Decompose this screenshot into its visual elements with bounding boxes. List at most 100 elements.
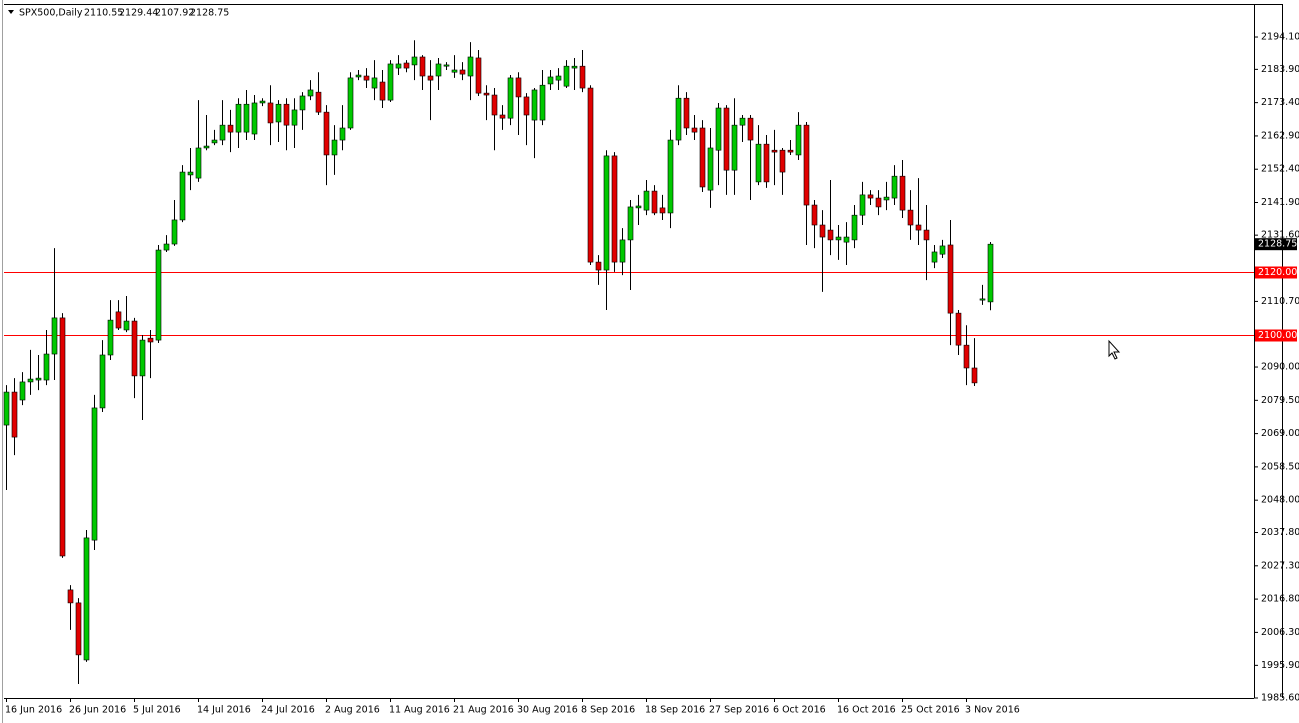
candle-body [795, 124, 802, 156]
x-tick-label: 5 Jul 2016 [133, 705, 181, 716]
candle-body [235, 103, 242, 133]
candle-body [67, 589, 74, 604]
candle-body [131, 320, 138, 377]
candle-body [91, 407, 98, 541]
candle-body [875, 197, 882, 208]
y-tick-label: 2162.90 [1261, 130, 1299, 141]
x-tick-label: 8 Sep 2016 [581, 705, 635, 716]
candle-body [83, 537, 90, 661]
candle-body [211, 139, 218, 144]
hline-price-label: 2120.00 [1258, 267, 1297, 278]
candle-body [635, 205, 642, 209]
candle-body [27, 378, 34, 383]
candle-body [147, 337, 154, 343]
candle-body [43, 353, 50, 381]
candle-body [195, 147, 202, 179]
candle-body [771, 149, 778, 153]
y-tick-label: 2006.30 [1261, 627, 1299, 638]
candle-body [155, 249, 162, 341]
candle-body [99, 354, 106, 409]
candle-body [459, 69, 466, 75]
candle-body [563, 65, 570, 87]
candle-body [267, 102, 274, 124]
y-tick-label: 2048.00 [1261, 495, 1299, 506]
candle-body [347, 77, 354, 129]
x-tick-label: 18 Sep 2016 [645, 705, 705, 716]
candle-body [427, 75, 434, 81]
candle-body [579, 65, 586, 89]
candle-body [811, 204, 818, 226]
symbol-label: SPX500,Daily [19, 8, 83, 19]
candle-body [851, 214, 858, 241]
candle-body [179, 171, 186, 221]
candle-body [59, 317, 66, 557]
candle-body [603, 155, 610, 271]
candle-body [883, 196, 890, 201]
candle-body [819, 224, 826, 238]
candle-body [691, 127, 698, 133]
candle-body [611, 155, 618, 263]
y-tick-label: 1985.60 [1261, 693, 1299, 704]
candle-body [515, 77, 522, 98]
candle-body [667, 139, 674, 214]
mouse-cursor [1108, 339, 1121, 360]
candle-body [259, 100, 266, 104]
candle-body [923, 229, 930, 241]
candle-body [619, 239, 626, 263]
candle-body [35, 377, 42, 381]
candle-body [643, 190, 650, 211]
candle-body [555, 75, 562, 81]
candle-body [499, 114, 506, 119]
candle-body [867, 194, 874, 199]
symbol-menu-arrow[interactable] [8, 10, 14, 14]
candle-body [171, 219, 178, 245]
candle-body [475, 57, 482, 94]
candle-body [723, 107, 730, 171]
candle-body [955, 312, 962, 346]
candle-body [907, 209, 914, 226]
candle-body [587, 87, 594, 263]
candle-body [331, 139, 338, 156]
candle-body [547, 76, 554, 85]
candle-body [787, 149, 794, 153]
candle-body [571, 65, 578, 69]
candle-body [931, 251, 938, 263]
candle-body [987, 243, 994, 303]
candle-body [979, 298, 986, 301]
x-tick-label: 14 Jul 2016 [197, 705, 251, 716]
candle-body [595, 261, 602, 271]
candle-body [243, 103, 250, 133]
current-price-label: 2128.75 [1258, 239, 1297, 250]
candle-body [971, 367, 978, 384]
candle-body [291, 109, 298, 126]
candle-body [19, 381, 26, 401]
ohlc-open: 2110.55 [84, 8, 123, 19]
candle-body [387, 63, 394, 101]
y-tick-label: 2016.80 [1261, 594, 1299, 605]
x-tick-label: 26 Jun 2016 [69, 705, 126, 716]
candle-body [539, 84, 546, 121]
candle-body [11, 391, 18, 438]
y-tick-label: 2027.30 [1261, 560, 1299, 571]
y-tick-label: 2110.70 [1261, 296, 1299, 307]
candle-body [187, 171, 194, 176]
candle-body [963, 344, 970, 369]
x-tick-label: 11 Aug 2016 [389, 705, 450, 716]
candle-body [403, 62, 410, 69]
hline-price-tag [1255, 329, 1297, 342]
y-tick-label: 1995.90 [1261, 660, 1299, 671]
candle-body [739, 117, 746, 126]
candle-body [435, 63, 442, 77]
candle-body [715, 107, 722, 151]
candle-body [395, 63, 402, 69]
plot-area: 2194.10 2183.90 2173.40 2162.90 2152.40 2141.… [3, 32, 1299, 716]
candle-body [299, 95, 306, 111]
y-tick-label: 2069.00 [1261, 428, 1299, 439]
candle-body [827, 229, 834, 241]
candle-body [451, 69, 458, 73]
candle-body [755, 143, 762, 183]
candle-body [3, 391, 10, 426]
